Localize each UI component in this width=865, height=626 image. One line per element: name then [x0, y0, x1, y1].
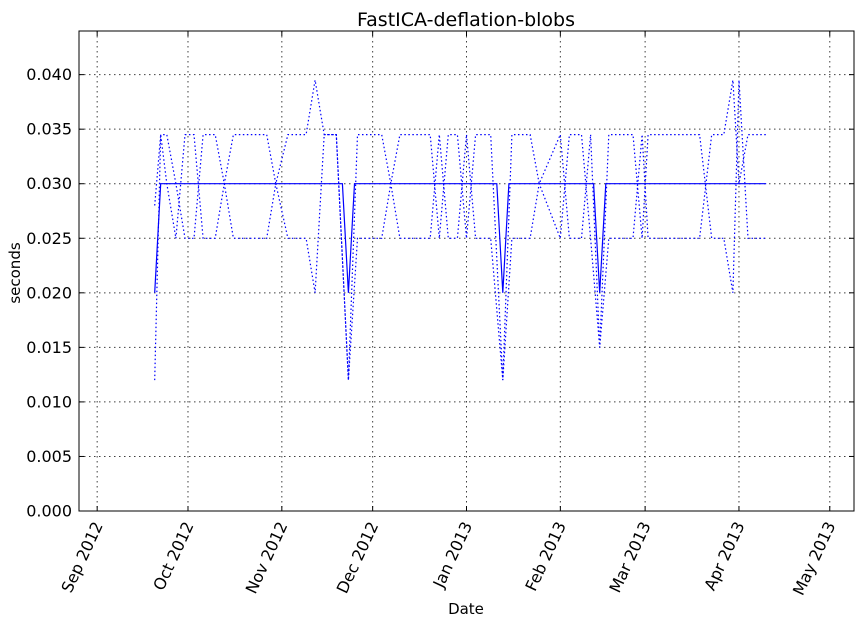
y-tick-label: 0.040	[26, 65, 72, 84]
y-tick-label: 0.015	[26, 338, 72, 357]
y-tick-label: 0.030	[26, 174, 72, 193]
y-tick-label: 0.020	[26, 283, 72, 302]
series-line-3	[154, 80, 767, 381]
y-tick-label: 0.035	[26, 120, 72, 139]
series-line-1	[154, 183, 767, 293]
y-tick-label: 0.005	[26, 447, 72, 466]
y-axis-label: seconds	[6, 242, 24, 303]
y-tick-label: 0.025	[26, 229, 72, 248]
x-axis-label: Date	[448, 600, 484, 618]
series-layer	[154, 80, 767, 381]
y-tick-label: 0.010	[26, 392, 72, 411]
y-tick-label: 0.000	[26, 502, 72, 521]
chart-title: FastICA-deflation-blobs	[357, 9, 575, 31]
